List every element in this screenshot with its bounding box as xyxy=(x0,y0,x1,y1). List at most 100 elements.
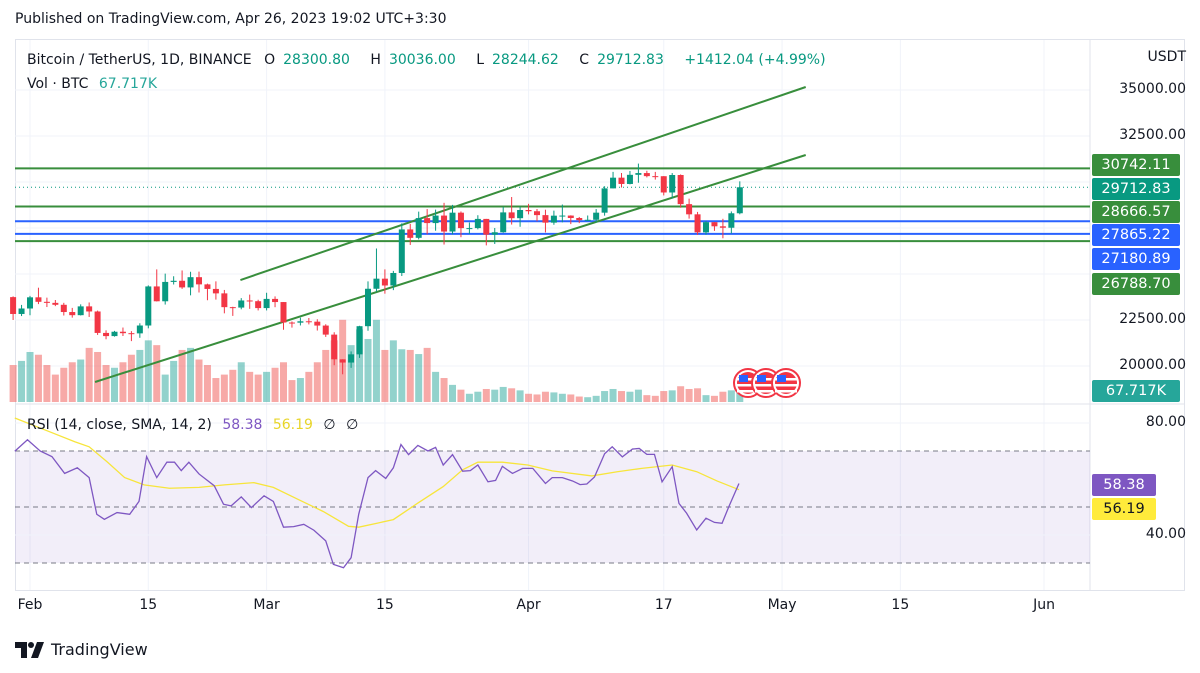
candle xyxy=(643,170,650,178)
candle-body xyxy=(322,325,329,335)
candle-body xyxy=(43,301,50,303)
candle-body xyxy=(263,298,270,309)
candle-body xyxy=(584,219,591,221)
logo-text: TradingView xyxy=(51,640,148,659)
volume-bar xyxy=(119,362,127,402)
volume-bar xyxy=(525,393,533,402)
candle xyxy=(162,273,169,305)
candle-body xyxy=(119,331,126,334)
volume-bar xyxy=(398,349,406,402)
price-tag: 29712.83 xyxy=(1092,178,1180,200)
volume-bar xyxy=(626,391,634,402)
rsi-sma-value: 56.19 xyxy=(272,417,313,433)
volume-bar xyxy=(660,391,668,402)
volume-bar xyxy=(34,354,42,402)
trend-channel-line xyxy=(94,154,807,383)
candle-body xyxy=(652,176,659,178)
candle xyxy=(272,296,279,308)
rsi-legend: RSI (14, close, SMA, 14, 2) 58.38 56.19 … xyxy=(27,417,358,433)
volume-bar xyxy=(51,374,59,402)
us-event-flag-icon xyxy=(771,368,801,398)
volume-bar xyxy=(719,391,727,402)
price-axis-tick: 20000.00 xyxy=(1119,356,1186,373)
candle xyxy=(500,206,507,233)
candle xyxy=(179,270,186,289)
price-tag: 27865.22 xyxy=(1092,224,1180,246)
rsi-label[interactable]: RSI (14, close, SMA, 14, 2) xyxy=(27,417,212,433)
candle xyxy=(517,206,524,227)
volume-bar xyxy=(144,340,152,402)
candle xyxy=(736,181,743,215)
candle-body xyxy=(728,213,735,228)
low-value: L 28244.62 xyxy=(476,52,567,68)
flag-canton xyxy=(739,375,748,382)
volume-bar xyxy=(195,359,203,402)
volume-bar xyxy=(372,319,380,402)
volume-bar xyxy=(9,365,17,402)
volume-label[interactable]: Vol · BTC xyxy=(27,76,89,92)
close-number: 29712.83 xyxy=(597,52,664,68)
rsi-axis-tick: 40.00 xyxy=(1145,526,1186,542)
open-number: 28300.80 xyxy=(283,52,350,68)
volume-bar xyxy=(457,389,465,402)
volume-bar xyxy=(381,349,389,402)
volume-bar xyxy=(229,369,237,402)
volume-bar xyxy=(127,354,135,402)
volume-bar xyxy=(280,362,287,402)
tradingview-logo[interactable]: TradingView xyxy=(15,640,148,659)
candle-body xyxy=(643,173,650,177)
candle xyxy=(221,289,228,314)
candle xyxy=(474,215,481,230)
volume-bar xyxy=(18,360,26,402)
time-axis-label: 17 xyxy=(654,597,673,613)
candle-body xyxy=(111,331,118,337)
candle xyxy=(381,269,388,294)
candle-body xyxy=(474,218,481,229)
candle xyxy=(339,359,346,375)
candle xyxy=(196,271,202,293)
volume-bar xyxy=(423,347,431,402)
candle xyxy=(483,218,490,246)
candle xyxy=(255,299,262,311)
candle xyxy=(660,176,667,196)
candle-body xyxy=(305,321,312,323)
high-value: H 30036.00 xyxy=(370,52,463,68)
candle xyxy=(559,204,566,223)
candle-body xyxy=(390,272,397,286)
symbol-title[interactable]: Bitcoin / TetherUS, 1D, BINANCE xyxy=(27,52,252,68)
volume-bar xyxy=(702,395,710,402)
volume-bar xyxy=(136,349,144,402)
candle-body xyxy=(483,218,490,235)
candle-body xyxy=(255,301,262,309)
candle xyxy=(534,208,540,222)
candle-body xyxy=(27,297,33,309)
low-label: L xyxy=(476,52,485,68)
candle-body xyxy=(288,322,295,324)
volume-bar xyxy=(634,389,642,402)
candle-body xyxy=(398,229,405,273)
chart-frame xyxy=(15,39,1185,591)
candle xyxy=(728,211,735,234)
candle-body xyxy=(567,215,574,219)
candle xyxy=(466,222,473,234)
volume-bar xyxy=(677,386,685,402)
volume-bar xyxy=(601,391,609,402)
candle xyxy=(314,319,321,331)
candle xyxy=(331,332,338,366)
flag-stripe xyxy=(737,390,759,393)
volume-bar xyxy=(153,345,161,402)
candle-body xyxy=(660,176,667,193)
time-axis-label: Jun xyxy=(1033,597,1055,613)
candle xyxy=(288,321,295,328)
candle xyxy=(407,223,414,245)
candle-body xyxy=(381,278,388,286)
volume-bar xyxy=(220,374,228,402)
candle xyxy=(457,211,464,238)
candle xyxy=(567,215,574,225)
currency-label: USDT xyxy=(1147,49,1186,65)
rsi-line xyxy=(14,438,740,569)
volume-bar xyxy=(254,374,262,402)
candle xyxy=(686,198,693,219)
candle xyxy=(635,163,642,183)
